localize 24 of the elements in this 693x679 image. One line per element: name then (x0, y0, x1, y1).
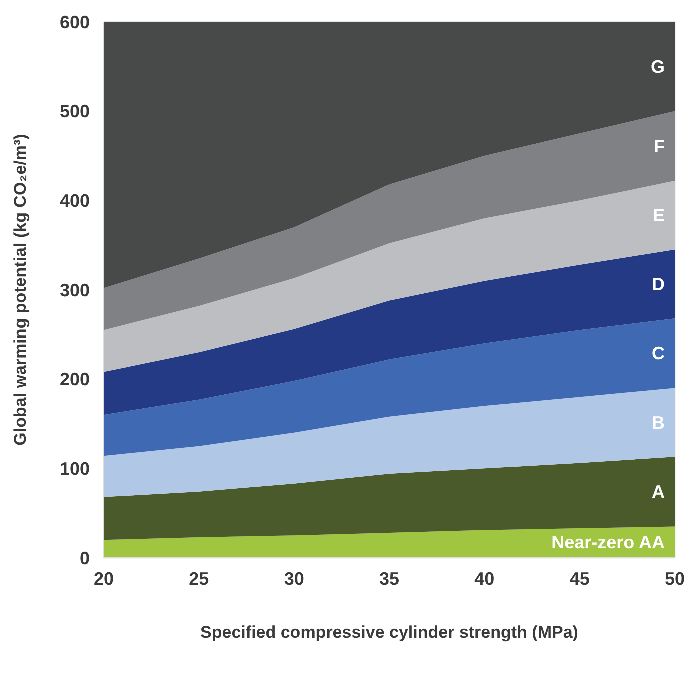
y-tick-label: 500 (60, 102, 90, 122)
y-tick-label: 400 (60, 191, 90, 212)
y-tick-label: 100 (60, 459, 90, 480)
y-tick-label: 300 (60, 280, 90, 300)
x-tick-label: 45 (570, 568, 590, 589)
series-label: B (652, 412, 665, 433)
x-axis-title: Specified compressive cylinder strength (MPa) (200, 623, 578, 642)
x-tick-label: 50 (664, 568, 686, 589)
y-tick-label: 0 (80, 548, 90, 568)
x-tick-label: 35 (379, 568, 400, 589)
series-label: A (652, 482, 665, 502)
y-tick-label: 600 (60, 12, 90, 32)
y-tick-label: 200 (60, 370, 90, 390)
y-axis-title: Global warming potential (kg CO₂e/m³) (11, 134, 30, 446)
series-label: F (654, 136, 665, 156)
x-tick-label: 20 (94, 568, 114, 589)
x-tick-label: 30 (284, 568, 304, 589)
x-tick-label: 40 (474, 568, 495, 589)
series-label: D (652, 274, 665, 294)
series-label: C (652, 344, 665, 364)
x-tick-label: 25 (189, 568, 210, 589)
series-label: Near-zero AA (552, 532, 665, 553)
series-label: G (650, 56, 665, 77)
series-label: E (652, 206, 665, 226)
